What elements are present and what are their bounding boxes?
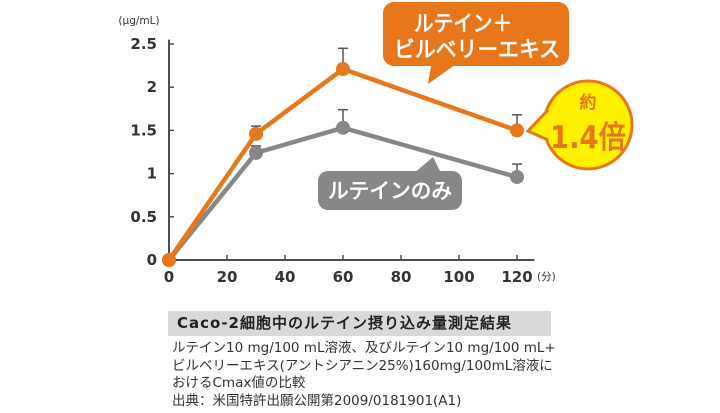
chart-title: Caco-2細胞中のルテイン摂り込み量測定結果 <box>168 311 551 336</box>
y-tick-label: 2.5 <box>130 35 157 53</box>
caption-note-line: ルテイン10 mg/100 mL溶液、及びルテイン10 mg/100 mL+ <box>172 340 556 356</box>
series-line <box>166 125 520 263</box>
data-point <box>510 170 524 185</box>
axes: 0 0.5 1 1.5 2 2.5 0 20 40 60 80 100 120 <box>130 35 535 286</box>
x-tick-label: 120 <box>501 268 532 286</box>
caption-note-line: ビルベリーエキス(アントシアニン25%)160mg/100mL溶液に <box>172 357 553 374</box>
ratio-badge: 約 1.4倍 <box>525 79 634 171</box>
caption-note-line: おけるCmax値の比較 <box>172 375 306 391</box>
callout-box <box>383 2 569 66</box>
callout-label-line-2: ビルベリーエキス <box>394 38 560 63</box>
data-point <box>249 126 263 141</box>
plot-area <box>162 47 524 267</box>
callout-label-line-1: ルテイン＋ <box>414 12 512 37</box>
x-tick-label: 40 <box>275 268 296 286</box>
x-tick-label: 60 <box>333 268 354 286</box>
y-tick-label: 1.5 <box>130 121 157 139</box>
callout-lutein-only: ルテインのみ <box>318 157 462 210</box>
data-point <box>249 145 263 160</box>
series-line <box>166 66 520 263</box>
x-tick-label: 100 <box>443 268 474 286</box>
badge-prefix-text: 約 <box>580 92 597 113</box>
callout-lutein-bilberry: ルテイン＋ ビルベリーエキス <box>383 2 569 84</box>
badge-pointer <box>525 108 550 142</box>
line-chart: (μg/mL) (分) 00.511.522.50 20 40 60 80 100 120 … <box>118 2 634 286</box>
y-tick-label: 0.5 <box>130 208 157 226</box>
callout-pointer <box>412 157 442 175</box>
x-tick-label: 20 <box>217 268 238 286</box>
y-tick-label: 1 <box>147 165 157 183</box>
data-point <box>510 123 524 138</box>
x-axis-unit-label: (分) <box>537 271 556 283</box>
x-tick-label: 80 <box>391 268 412 286</box>
y-tick-label: 0 <box>147 251 157 269</box>
caption-notes: ルテイン10 mg/100 mL溶液、及びルテイン10 mg/100 mL+ ビ… <box>172 340 712 410</box>
y-axis-unit-label: (μg/mL) <box>118 15 159 27</box>
callout-box <box>318 171 462 210</box>
data-point <box>336 62 350 77</box>
series-0 <box>162 47 524 267</box>
callout-label: ルテインのみ <box>328 179 452 203</box>
badge-ratio-text: 1.4倍 <box>550 120 626 156</box>
x-tick-label: 0 <box>164 268 174 286</box>
data-point <box>336 120 350 135</box>
y-tick-label: 2 <box>147 78 157 96</box>
data-point <box>162 253 176 267</box>
caption-source-line: 出典：米国特許出願公開第2009/0181901(A1) <box>172 392 462 409</box>
